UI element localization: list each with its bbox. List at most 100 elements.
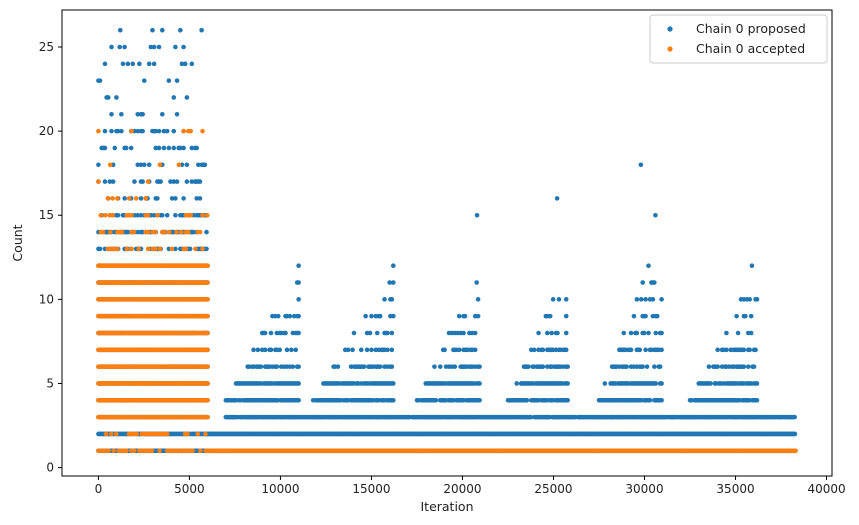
proposed-point <box>156 145 162 151</box>
proposed-point <box>364 347 370 353</box>
proposed-point <box>377 364 383 369</box>
proposed-point <box>640 280 645 285</box>
proposed-point <box>181 196 186 201</box>
proposed-point <box>140 128 145 134</box>
proposed-point <box>536 330 541 336</box>
proposed-point <box>432 364 437 369</box>
proposed-point <box>369 347 374 353</box>
proposed-point <box>563 313 569 319</box>
proposed-point <box>461 330 466 336</box>
proposed-point <box>565 381 570 386</box>
proposed-point <box>472 347 478 353</box>
proposed-point <box>179 61 185 67</box>
proposed-point <box>526 364 531 369</box>
proposed-point <box>119 112 124 117</box>
proposed-point <box>563 347 569 353</box>
proposed-point <box>287 313 293 319</box>
proposed-point <box>204 246 209 252</box>
proposed-point <box>442 347 447 353</box>
proposed-point <box>456 347 462 353</box>
proposed-point <box>102 145 108 151</box>
proposed-point <box>628 330 634 336</box>
proposed-point <box>547 313 553 319</box>
proposed-point <box>137 61 142 67</box>
proposed-point <box>258 364 264 369</box>
proposed-point <box>135 128 141 134</box>
proposed-point <box>389 364 395 369</box>
proposed-point <box>140 179 145 184</box>
proposed-point <box>114 95 119 100</box>
proposed-point <box>283 330 288 336</box>
proposed-point <box>653 381 659 386</box>
proposed-point <box>290 364 296 369</box>
proposed-point <box>155 196 160 201</box>
proposed-point <box>565 397 570 403</box>
proposed-point <box>161 128 167 134</box>
proposed-point <box>385 347 390 353</box>
proposed-point <box>602 381 608 386</box>
proposed-point <box>715 364 720 369</box>
proposed-point <box>540 347 546 353</box>
proposed-point <box>158 179 163 184</box>
proposed-point <box>284 347 290 353</box>
proposed-point <box>160 112 165 117</box>
proposed-point <box>138 162 144 168</box>
proposed-point <box>391 313 396 319</box>
proposed-point <box>735 330 741 336</box>
proposed-point <box>706 364 712 369</box>
proposed-point <box>643 313 648 319</box>
proposed-point <box>456 313 462 319</box>
proposed-point <box>653 330 659 336</box>
proposed-point <box>747 297 753 302</box>
proposed-peak-point <box>296 263 301 269</box>
proposed-point <box>173 246 178 252</box>
proposed-point <box>274 364 280 369</box>
proposed-point <box>181 44 186 50</box>
proposed-point <box>437 364 443 369</box>
proposed-point <box>724 330 729 336</box>
proposed-point <box>652 280 657 285</box>
proposed-point <box>125 61 131 67</box>
proposed-point <box>184 95 190 100</box>
proposed-point <box>345 347 351 353</box>
proposed-point <box>169 196 175 201</box>
proposed-point <box>160 27 165 33</box>
proposed-point <box>296 381 301 386</box>
proposed-point <box>389 347 395 353</box>
proposed-point <box>174 179 180 184</box>
proposed-point <box>621 330 627 336</box>
proposed-point <box>748 330 754 336</box>
proposed-point <box>377 313 383 319</box>
proposed-point <box>477 364 482 369</box>
proposed-point <box>189 145 195 151</box>
proposed-point <box>563 330 569 336</box>
proposed-point <box>555 330 560 336</box>
proposed-point <box>125 229 131 235</box>
proposed-point <box>97 78 103 83</box>
proposed-point <box>174 78 180 83</box>
proposed-point <box>382 297 387 302</box>
proposed-point <box>148 44 154 50</box>
proposed-point <box>122 196 127 201</box>
proposed-point <box>358 347 364 353</box>
proposed-point <box>391 263 396 269</box>
proposed-point <box>194 196 200 201</box>
proposed-point <box>171 179 177 184</box>
proposed-point <box>117 44 123 50</box>
proposed-point <box>184 162 190 168</box>
proposed-point <box>197 196 203 201</box>
series-proposed-points <box>96 27 798 454</box>
proposed-point <box>204 229 209 235</box>
proposed-point <box>631 313 637 319</box>
proposed-point <box>166 145 172 151</box>
proposed-point <box>166 78 172 83</box>
accepted-point <box>205 347 210 353</box>
proposed-point <box>369 313 374 319</box>
proposed-point <box>293 347 299 353</box>
proposed-point <box>734 313 739 319</box>
proposed-point <box>296 330 301 336</box>
proposed-point <box>654 313 660 319</box>
proposed-point <box>115 128 121 134</box>
proposed-point <box>115 212 121 218</box>
proposed-point <box>262 330 268 336</box>
